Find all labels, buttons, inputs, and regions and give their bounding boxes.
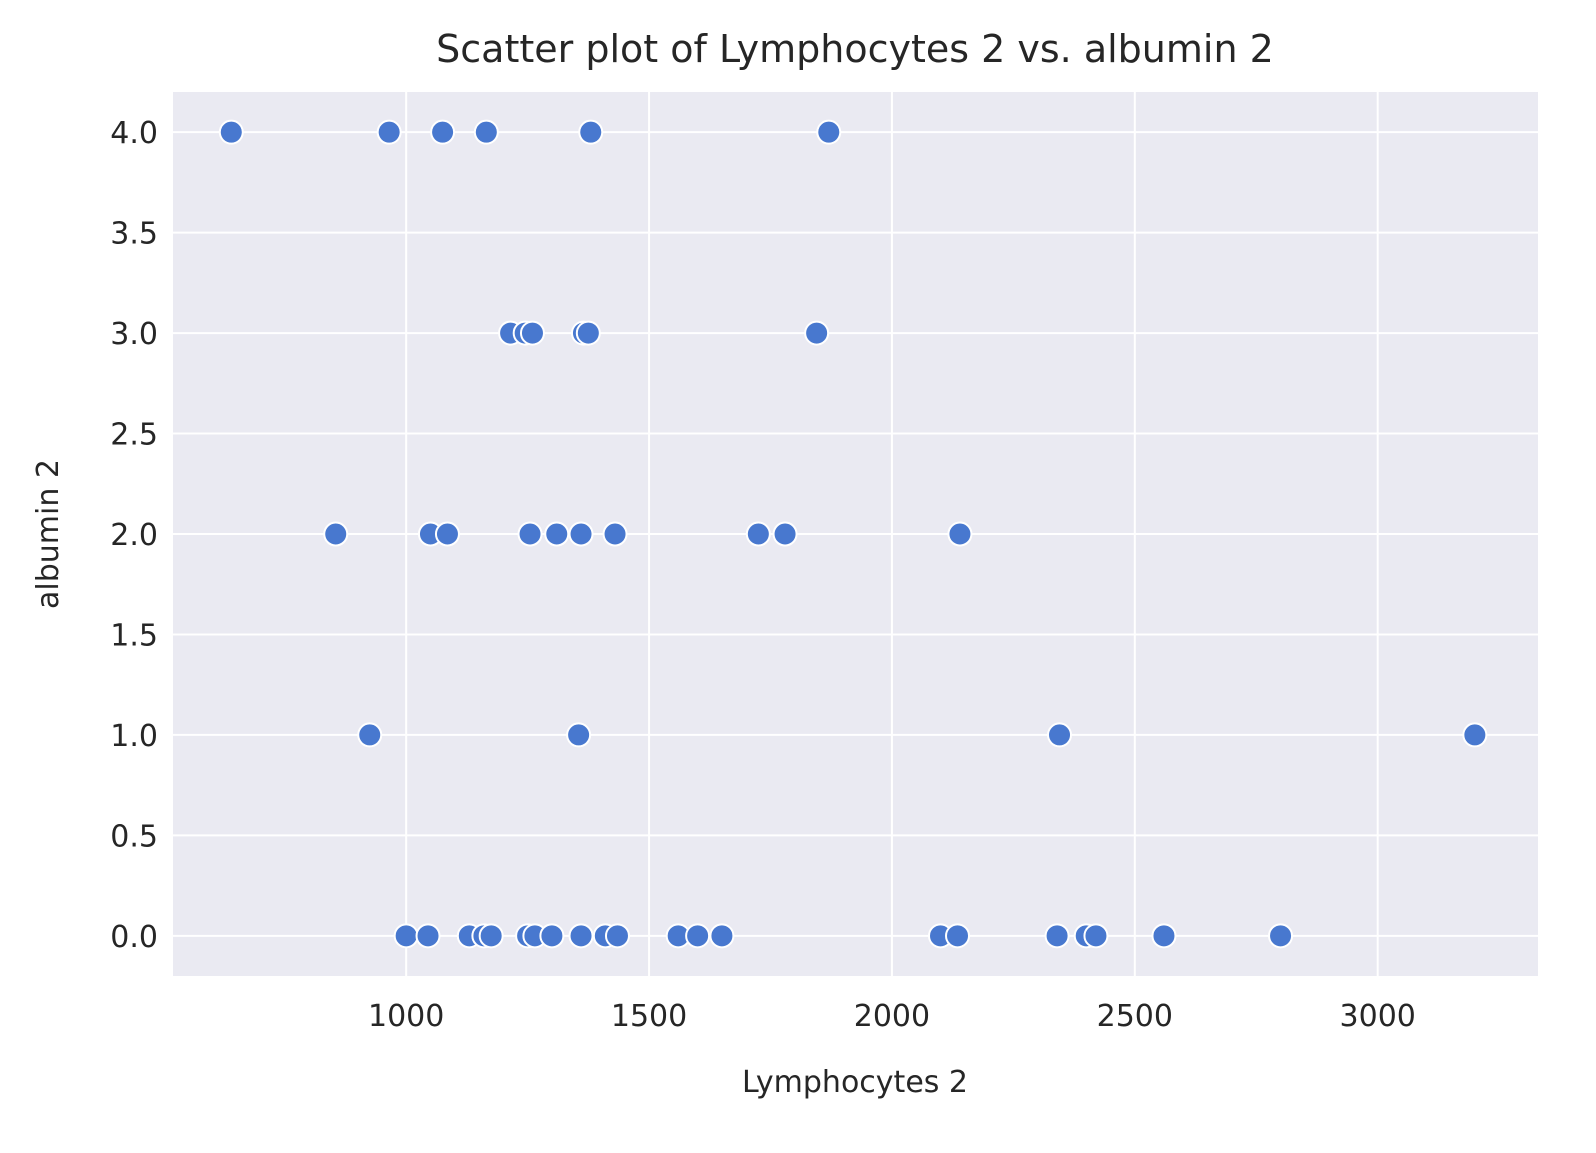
scatter-point [357,722,383,748]
scatter-point [604,923,630,949]
scatter-point [566,722,592,748]
y-tick-label: 2.0 [110,518,158,553]
scatter-point [1151,923,1177,949]
scatter-point [947,521,973,547]
scatter-point [945,923,971,949]
scatter-point [568,923,594,949]
x-tick-label: 1500 [611,999,687,1034]
scatter-point [745,521,771,547]
x-tick-labels: 1000 1500 2000 2500 3000 [368,999,1416,1034]
scatter-point [1083,923,1109,949]
grid-lines [173,92,1538,976]
scatter-point [415,923,441,949]
scatter-point [575,320,601,346]
x-axis-label: Lymphocytes 2 [742,1065,968,1100]
scatter-point [434,521,460,547]
y-tick-label: 1.5 [110,618,158,653]
chart-title: Scatter plot of Lymphocytes 2 vs. albumi… [436,27,1274,71]
y-tick-label: 4.0 [110,116,158,151]
y-tick-labels: 0.0 0.5 1.0 1.5 2.0 2.5 3.0 3.5 4.0 [110,116,158,955]
scatter-point [816,119,842,145]
scatter-point [539,923,565,949]
scatter-point [544,521,570,547]
y-tick-label: 2.5 [110,418,158,453]
scatter-point [1044,923,1070,949]
x-tick-label: 1000 [368,999,444,1034]
y-tick-label: 3.0 [110,317,158,352]
scatter-point [772,521,798,547]
y-tick-label: 3.5 [110,217,158,252]
scatter-point [709,923,735,949]
data-points [218,119,1488,949]
y-tick-label: 0.5 [110,819,158,854]
scatter-point [519,320,545,346]
scatter-point [1268,923,1294,949]
scatter-point [218,119,244,145]
scatter-point [602,521,628,547]
x-tick-label: 2000 [854,999,930,1034]
scatter-point [323,521,349,547]
scatter-point [804,320,830,346]
scatter-point [1462,722,1488,748]
scatter-point [568,521,594,547]
x-tick-label: 3000 [1340,999,1416,1034]
y-tick-label: 0.0 [110,920,158,955]
scatter-point [478,923,504,949]
x-tick-label: 2500 [1097,999,1173,1034]
y-axis-label: albumin 2 [31,459,66,609]
scatter-point [393,923,419,949]
scatter-point [473,119,499,145]
scatter-point [376,119,402,145]
y-tick-label: 1.0 [110,719,158,754]
scatter-point [430,119,456,145]
scatter-point [517,521,543,547]
scatter-point [1047,722,1073,748]
scatter-point [685,923,711,949]
scatter-point [578,119,604,145]
